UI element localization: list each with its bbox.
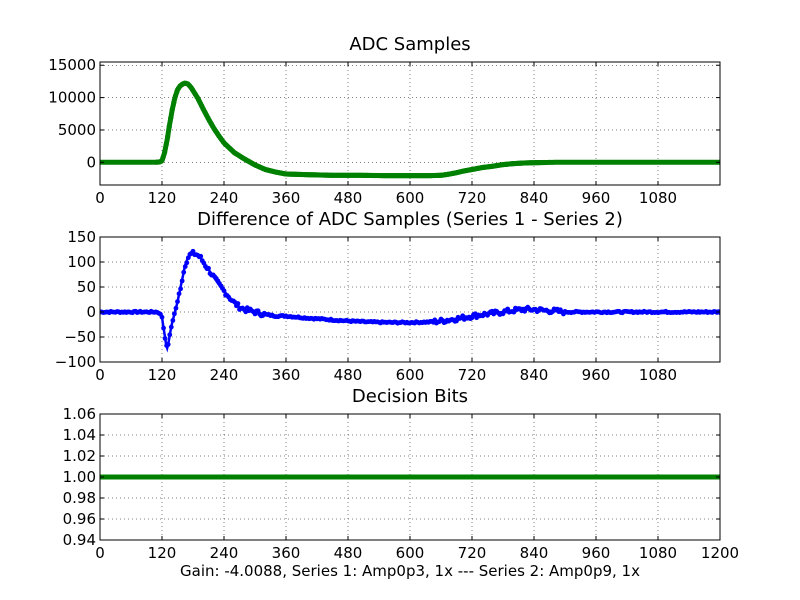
adc-sample-point [168, 115, 174, 121]
adc-sample-point [171, 99, 177, 105]
y-tick-label: 0 [86, 303, 96, 321]
y-tick-label: 1.02 [63, 447, 96, 465]
x-tick-label: 0 [95, 189, 105, 207]
y-tick-label: 1.00 [63, 468, 96, 486]
x-tick-label: 0 [95, 544, 105, 562]
difference-point [175, 299, 180, 305]
x-tick-label: 1080 [639, 366, 677, 384]
difference-point [159, 314, 165, 320]
x-tick-label: 360 [272, 544, 301, 562]
adc-sample-point [169, 106, 175, 112]
y-tick-label: 0.96 [63, 510, 96, 528]
x-tick-label: 840 [520, 366, 549, 384]
difference-point [176, 291, 182, 297]
y-tick-label: 0 [86, 153, 96, 171]
y-tick-label: 5000 [58, 121, 96, 139]
x-tick-label: 1080 [639, 544, 677, 562]
difference-point [173, 305, 179, 311]
x-tick-label: 360 [272, 366, 301, 384]
x-tick-label: 840 [520, 544, 549, 562]
y-tick-label: 150 [67, 228, 96, 246]
x-tick-label: 960 [582, 366, 611, 384]
adc-sample-point [165, 133, 171, 140]
adc-sample-point [161, 150, 168, 156]
x-tick-label: 960 [582, 189, 611, 207]
adc-samples-trace [100, 80, 720, 179]
y-tick-label: −100 [55, 353, 96, 371]
series-group [100, 80, 720, 179]
y-tick-label: 15000 [48, 56, 96, 74]
y-tick-label: 1.06 [63, 405, 96, 423]
x-tick-label: 480 [334, 366, 363, 384]
y-tick-label: 0.94 [63, 531, 96, 549]
x-tick-label: 720 [458, 189, 487, 207]
adc-sample-point [541, 159, 547, 166]
x-tick-label: 720 [458, 366, 487, 384]
adc-sample-point [166, 124, 172, 130]
x-tick-label: 120 [148, 366, 177, 384]
x-tick-label: 480 [334, 544, 363, 562]
x-tick-label: 360 [272, 189, 301, 207]
x-tick-label: 720 [458, 544, 487, 562]
adc-sample-point [172, 93, 179, 99]
x-tick-label: 120 [148, 544, 177, 562]
x-tick-label: 840 [520, 189, 549, 207]
x-tick-label: 240 [210, 189, 239, 207]
difference-point [167, 332, 173, 338]
x-tick-label: 600 [396, 544, 425, 562]
difference-point [221, 288, 227, 294]
subplot-title: Difference of ADC Samples (Series 1 - Se… [197, 209, 623, 230]
difference-point [162, 336, 168, 341]
difference-point [184, 260, 190, 266]
difference-point [170, 317, 176, 323]
adc-sample-point [163, 142, 169, 148]
difference-point [717, 310, 720, 315]
difference-point [182, 264, 188, 269]
difference-point [165, 341, 171, 347]
subplot-title: Decision Bits [352, 386, 468, 407]
x-tick-label: 600 [396, 189, 425, 207]
y-tick-label: 100 [67, 253, 96, 271]
x-tick-label: 600 [396, 366, 425, 384]
x-tick-label: 240 [210, 366, 239, 384]
difference-point [179, 278, 185, 284]
y-tick-label: 50 [77, 278, 96, 296]
x-tick-label: 0 [95, 366, 105, 384]
subplot-title: ADC Samples [349, 34, 470, 55]
difference-point [181, 269, 187, 275]
y-tick-label: 0.98 [63, 489, 96, 507]
difference-point [168, 324, 174, 330]
x-axis-label: Gain: -4.0088, Series 1: Amp0p3, 1x --- … [180, 562, 640, 580]
difference-point [161, 325, 166, 331]
difference-point [172, 311, 177, 317]
x-tick-label: 960 [582, 544, 611, 562]
difference-point [235, 301, 241, 306]
x-tick-label: 480 [334, 189, 363, 207]
subplot-2: 0 120 240 360 480 600 720 840 960 1080 −100 −50 0 50 1… [55, 209, 721, 384]
x-tick-label: 240 [210, 544, 239, 562]
difference-point [178, 286, 184, 292]
y-tick-label: 10000 [48, 89, 96, 107]
y-tick-label: 1.04 [63, 426, 96, 444]
subplot-3: 0 120 240 360 480 600 720 840 960 1080 1200 0.94 0.9… [63, 386, 740, 580]
series-group [100, 248, 720, 353]
difference-point [198, 253, 204, 259]
difference-point [206, 265, 211, 271]
x-tick-label: 1200 [701, 544, 739, 562]
subplot-1: 0 120 240 360 480 600 720 840 960 1080 0 5000 10000 1… [48, 34, 721, 207]
adc-sample-point [160, 154, 166, 161]
y-tick-label: −50 [64, 328, 96, 346]
x-tick-label: 1080 [639, 189, 677, 207]
x-tick-label: 120 [148, 189, 177, 207]
